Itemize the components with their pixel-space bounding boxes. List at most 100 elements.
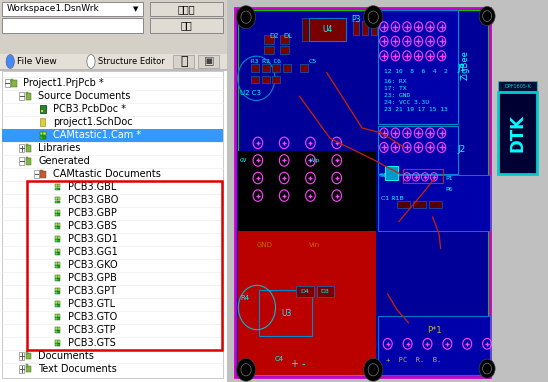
Bar bbox=[314, 18, 322, 41]
Bar bbox=[26, 157, 28, 159]
Circle shape bbox=[479, 359, 495, 378]
Text: 24: VCC 3.3U: 24: VCC 3.3U bbox=[384, 100, 429, 105]
Bar bbox=[11, 79, 13, 81]
Text: Libraries: Libraries bbox=[38, 143, 81, 153]
Bar bbox=[58, 265, 60, 269]
Text: D2: D2 bbox=[269, 33, 279, 39]
Text: P6: P6 bbox=[446, 186, 453, 192]
Bar bbox=[27, 181, 222, 350]
Text: PCB3.GPB: PCB3.GPB bbox=[68, 273, 117, 283]
Text: J1: J1 bbox=[458, 64, 466, 73]
Bar bbox=[0, 69, 227, 71]
Bar bbox=[55, 253, 58, 256]
Bar bbox=[58, 253, 60, 256]
Bar bbox=[43, 136, 46, 139]
Bar bbox=[262, 64, 270, 72]
Text: GV: GV bbox=[240, 158, 248, 163]
Bar bbox=[26, 144, 28, 146]
Bar bbox=[26, 93, 31, 100]
Circle shape bbox=[364, 6, 383, 29]
Text: 12 10  8  6  4  2: 12 10 8 6 4 2 bbox=[384, 69, 448, 74]
Bar bbox=[0, 54, 227, 69]
Text: DTK: DTK bbox=[509, 114, 527, 152]
Text: P1: P1 bbox=[446, 176, 453, 181]
Bar bbox=[58, 184, 60, 187]
Bar bbox=[378, 175, 490, 231]
Text: project1.SchDoc: project1.SchDoc bbox=[53, 117, 133, 127]
Text: P3: P3 bbox=[351, 15, 361, 24]
Bar bbox=[371, 21, 378, 35]
Bar bbox=[378, 126, 458, 174]
Text: PCB3.GBL: PCB3.GBL bbox=[68, 182, 116, 192]
Bar bbox=[378, 10, 458, 124]
Bar bbox=[362, 21, 368, 35]
Bar bbox=[260, 290, 312, 336]
Text: PCB3.GBP: PCB3.GBP bbox=[68, 208, 117, 218]
Bar bbox=[58, 223, 60, 226]
Bar bbox=[41, 118, 45, 126]
Text: R4: R4 bbox=[240, 295, 249, 301]
Bar bbox=[58, 210, 60, 213]
Bar bbox=[55, 343, 58, 346]
Bar bbox=[58, 197, 60, 200]
Text: PCB3.GTO: PCB3.GTO bbox=[68, 312, 117, 322]
Bar bbox=[34, 170, 39, 178]
Text: Documents: Documents bbox=[38, 351, 94, 361]
Text: U3: U3 bbox=[281, 309, 292, 318]
Text: GND: GND bbox=[256, 242, 272, 248]
Bar bbox=[236, 8, 490, 377]
Text: C4: C4 bbox=[275, 356, 284, 362]
Bar bbox=[2, 71, 223, 378]
Text: 🌐: 🌐 bbox=[180, 55, 187, 68]
Bar bbox=[19, 365, 24, 373]
Text: 23 21 19 17 15 13: 23 21 19 17 15 13 bbox=[384, 107, 448, 112]
Bar bbox=[55, 327, 58, 330]
Bar bbox=[58, 304, 60, 308]
Bar bbox=[55, 227, 58, 230]
Text: C1 R1B: C1 R1B bbox=[381, 196, 403, 201]
Bar bbox=[11, 80, 16, 87]
Bar bbox=[55, 275, 58, 278]
Bar bbox=[264, 46, 274, 54]
Bar bbox=[58, 301, 60, 304]
Text: +  PC  R.  B.: + PC R. B. bbox=[386, 357, 441, 363]
Text: DL: DL bbox=[283, 33, 293, 39]
Bar bbox=[55, 188, 58, 191]
Bar bbox=[58, 240, 60, 243]
Bar bbox=[55, 197, 58, 200]
Bar bbox=[55, 330, 58, 333]
Text: U2 C3: U2 C3 bbox=[239, 90, 261, 96]
Bar bbox=[26, 353, 31, 359]
Bar bbox=[238, 315, 375, 375]
Text: PCB3.GTP: PCB3.GTP bbox=[68, 325, 116, 335]
Bar bbox=[238, 151, 375, 231]
Bar bbox=[55, 240, 58, 243]
Bar bbox=[0, 69, 227, 382]
Bar bbox=[58, 340, 60, 343]
Circle shape bbox=[236, 358, 255, 381]
Bar bbox=[55, 201, 58, 204]
Text: 17: TX: 17: TX bbox=[384, 86, 407, 91]
Text: PCB3.GKO: PCB3.GKO bbox=[68, 260, 117, 270]
Bar bbox=[19, 144, 24, 152]
Bar bbox=[296, 286, 314, 297]
Bar bbox=[4, 79, 9, 87]
Bar bbox=[238, 10, 375, 151]
Bar bbox=[41, 136, 43, 139]
Bar bbox=[41, 170, 43, 172]
Bar bbox=[26, 92, 28, 94]
Bar bbox=[41, 105, 47, 113]
Bar bbox=[41, 171, 46, 178]
Bar bbox=[430, 201, 442, 208]
Bar bbox=[498, 92, 537, 174]
Bar bbox=[58, 317, 60, 320]
Text: Project1.PrjPcb *: Project1.PrjPcb * bbox=[24, 78, 104, 88]
Text: 工作臺: 工作臺 bbox=[178, 4, 195, 14]
Text: Vin: Vin bbox=[309, 242, 320, 248]
Text: D3: D3 bbox=[321, 289, 330, 294]
Bar bbox=[403, 169, 443, 183]
Bar bbox=[58, 227, 60, 230]
Bar bbox=[58, 249, 60, 252]
Bar bbox=[58, 330, 60, 333]
Bar bbox=[41, 132, 43, 135]
